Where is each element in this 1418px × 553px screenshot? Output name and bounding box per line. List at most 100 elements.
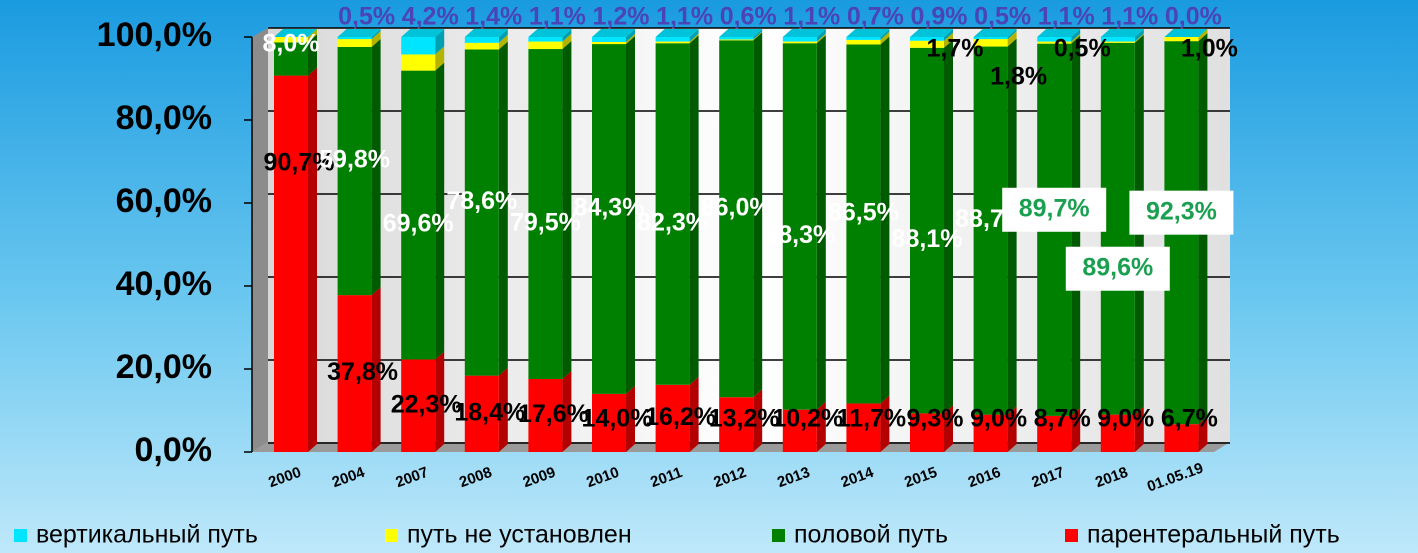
bar-side [498, 41, 508, 376]
bar-side [816, 401, 826, 452]
bar-segment [846, 37, 881, 40]
bar-side [816, 33, 826, 44]
bar-segment [910, 37, 944, 41]
bar-segment [401, 37, 436, 55]
data-label: 14,0% [582, 405, 653, 433]
bar-side [371, 29, 381, 40]
bar-top [274, 29, 317, 37]
data-label: 22,3% [391, 390, 462, 418]
bar-side [498, 29, 508, 43]
bar-segment [592, 44, 626, 394]
bar-top [973, 29, 1017, 37]
label-bg [1002, 187, 1107, 232]
bar-segment [592, 393, 626, 452]
bar-side [880, 29, 890, 40]
bar-side [689, 35, 699, 385]
data-label: 86,5% [828, 199, 899, 227]
bar-segment [1100, 42, 1135, 415]
bar-segment [274, 37, 308, 43]
data-label: 92,3% [1146, 197, 1217, 225]
bar-side [562, 370, 572, 452]
bar-side [626, 33, 635, 45]
bar-side [435, 29, 445, 55]
bar-segment [782, 409, 817, 452]
bar-segment [401, 54, 436, 71]
data-label: 0,0% [1165, 3, 1222, 31]
y-tick-label: 80,0% [116, 99, 212, 137]
data-label: 1,4% [465, 3, 522, 31]
bar-segment [528, 378, 563, 452]
bar-segment [464, 37, 499, 43]
bar-side [498, 367, 508, 452]
data-label: 0,6% [720, 3, 777, 31]
y-tick-label: 20,0% [116, 348, 212, 386]
data-label: 1,2% [593, 3, 650, 31]
bar-side [753, 31, 763, 41]
bar-segment [973, 37, 1008, 40]
bar-side [435, 62, 445, 360]
bar-side [562, 41, 572, 379]
bar-segment [1100, 414, 1135, 452]
bar-side [308, 34, 317, 76]
legend-swatch [1065, 529, 1078, 542]
bar-segment [782, 41, 817, 44]
bar-top [1100, 29, 1144, 37]
bar-segment [846, 403, 881, 452]
bar-side [435, 351, 445, 452]
label-bg [1129, 190, 1234, 235]
bar-side [944, 405, 953, 452]
bar-side [1198, 29, 1208, 42]
bar-top [592, 29, 635, 37]
data-label: 86,0% [701, 193, 772, 221]
bar-side [308, 67, 317, 452]
bar-side [1198, 416, 1208, 452]
bar-side [308, 29, 317, 43]
data-label: 1,1% [1101, 3, 1158, 31]
bar-segment [719, 40, 754, 398]
data-label: 59,8% [319, 146, 390, 174]
legend-label: путь не установлен [407, 521, 632, 549]
bar-side [1134, 33, 1144, 43]
bar-segment [337, 37, 372, 40]
data-label: 89,6% [1082, 253, 1153, 281]
bar-top [782, 29, 826, 37]
bar-segment [528, 41, 563, 50]
bar-segment [719, 39, 754, 41]
bar-segment [464, 42, 499, 50]
bar-top [655, 29, 699, 37]
y-tick-label: 60,0% [116, 182, 212, 220]
bar-segment [1164, 424, 1199, 452]
legend-label: парентеральный путь [1087, 521, 1340, 549]
bar-segment [846, 44, 881, 404]
data-label: 8,0% [263, 30, 320, 58]
bar-side [498, 34, 508, 50]
bar-top [719, 29, 763, 37]
data-label: 9,0% [1097, 405, 1154, 433]
label-box: 92,3% [1129, 190, 1234, 235]
legend-swatch [14, 529, 27, 542]
bar-side [1071, 407, 1081, 452]
bar-side [689, 29, 699, 42]
bar-side [753, 32, 763, 398]
bar-segment [1037, 41, 1072, 44]
bar-segment [528, 49, 563, 379]
data-label: 88,3% [764, 221, 835, 249]
legend-swatch [385, 529, 398, 542]
legend-label: половой путь [794, 521, 948, 549]
data-label: 0,5% [338, 3, 395, 31]
data-label: 9,3% [907, 405, 964, 433]
bar-top [1037, 29, 1081, 37]
bar-segment [655, 41, 690, 44]
data-label: 1,8% [990, 63, 1047, 91]
data-label: 4,2% [402, 3, 459, 31]
bar-side [626, 36, 635, 394]
data-label: 6,7% [1161, 405, 1218, 433]
data-label: 17,6% [518, 400, 589, 428]
bar-side [689, 376, 699, 452]
bar-top [1164, 29, 1208, 37]
bar-side [1007, 29, 1017, 40]
bar-segment [337, 46, 372, 296]
bar-top [337, 29, 381, 37]
